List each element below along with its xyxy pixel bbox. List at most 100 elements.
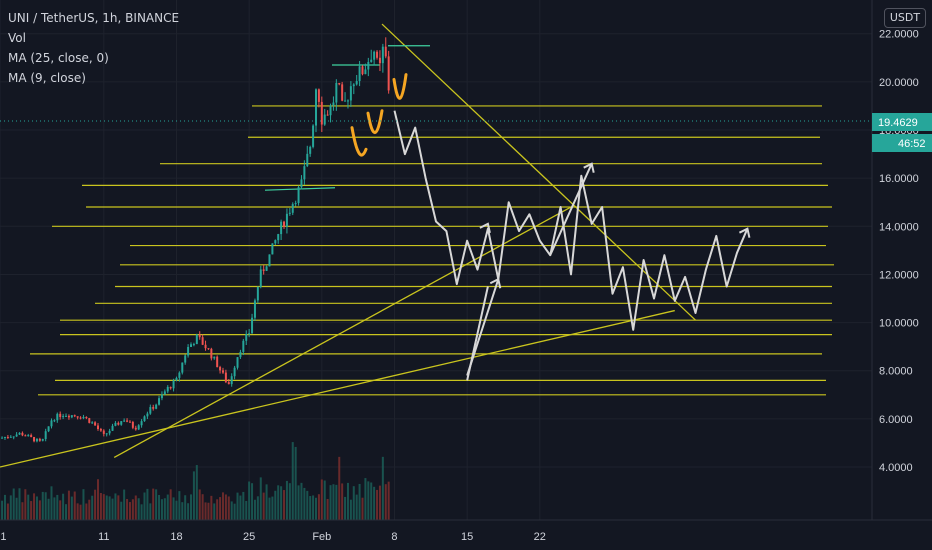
trendlines xyxy=(0,23,696,468)
arrow-head xyxy=(583,162,595,173)
volume-bar xyxy=(59,500,62,520)
volume-bar xyxy=(285,480,288,520)
volume-bar xyxy=(288,483,291,520)
volume-bar xyxy=(309,496,312,520)
volume-bar xyxy=(91,495,94,520)
volume-bar xyxy=(123,489,126,520)
candle-body xyxy=(76,416,79,418)
candle-body xyxy=(38,438,41,441)
y-tick-label: 8.0000 xyxy=(879,366,913,378)
volume-bar xyxy=(198,489,201,520)
candle-body xyxy=(248,333,251,335)
candle-body xyxy=(70,415,73,418)
candle-body xyxy=(221,370,224,373)
volume-bar xyxy=(245,500,248,520)
candle-body xyxy=(59,413,62,417)
candle-body xyxy=(268,254,271,267)
price-axis[interactable]: 4.0000 6.0000 8.0000 10.0000 12.0000 14.0000 1… xyxy=(871,0,932,550)
candle-body xyxy=(137,425,140,430)
volume-bar xyxy=(96,479,99,520)
candle-body xyxy=(335,82,338,103)
volume-bar xyxy=(62,493,65,520)
x-tick-label: 11 xyxy=(98,531,109,543)
x-tick-label: 25 xyxy=(243,531,255,543)
volume-bar xyxy=(163,498,166,520)
candle-body xyxy=(88,418,91,423)
volume-bar xyxy=(210,495,213,520)
volume-bar xyxy=(201,494,204,520)
ma9-indicator-label[interactable]: MA (9, close) xyxy=(8,71,86,85)
x-tick-label: 18 xyxy=(170,531,182,543)
candle-body xyxy=(192,344,195,346)
volume-bar xyxy=(166,494,169,520)
volume-indicator-label[interactable]: Vol xyxy=(8,31,26,45)
candle-body xyxy=(30,435,33,438)
volume-bar xyxy=(27,494,30,520)
volume-bar xyxy=(175,500,178,520)
volume-bar xyxy=(326,498,329,520)
volume-bar xyxy=(126,499,129,520)
volume-bar xyxy=(169,489,172,520)
volume-bar xyxy=(341,483,344,520)
candle-body xyxy=(251,317,254,334)
chart-legend: UNI / TetherUS, 1h, BINANCE Vol MA (25, … xyxy=(8,8,179,88)
candle-body xyxy=(367,61,370,70)
volume-bar xyxy=(384,484,387,520)
candle-body xyxy=(56,413,59,421)
cup-curve xyxy=(350,126,368,157)
volume-bar xyxy=(85,503,88,520)
volume-bar xyxy=(317,494,320,520)
candle-body xyxy=(53,420,56,422)
candle-body xyxy=(341,84,344,101)
time-axis[interactable]: 2021 11 18 25 Feb 8 15 22 xyxy=(0,519,932,543)
volume-bar xyxy=(108,496,111,520)
candle-body xyxy=(131,421,134,428)
y-tick-label: 6.0000 xyxy=(879,414,913,426)
countdown-tag: 46:52 xyxy=(872,134,932,152)
cup-curve xyxy=(392,73,408,100)
candle-body xyxy=(140,421,143,426)
candle-body xyxy=(224,372,227,383)
y-tick-label: 16.0000 xyxy=(879,173,919,185)
y-tick-label: 22.0000 xyxy=(879,29,919,41)
candle-body xyxy=(245,333,248,341)
candle-body xyxy=(370,59,373,62)
volume-bar xyxy=(349,499,352,520)
candle-body xyxy=(344,100,347,102)
volume-bar xyxy=(12,488,15,520)
candle-body xyxy=(216,356,219,368)
arrow-head xyxy=(738,227,751,238)
currency-button[interactable]: USDT xyxy=(884,8,926,28)
volume-bar xyxy=(137,498,140,520)
candle-body xyxy=(24,435,27,437)
candle-body xyxy=(18,432,21,435)
volume-bar xyxy=(70,496,73,520)
volume-bar xyxy=(274,490,277,520)
candle-body xyxy=(288,212,291,214)
candle-body xyxy=(33,437,36,442)
candle-body xyxy=(6,436,9,438)
candle-body xyxy=(346,100,349,102)
volume-bar xyxy=(239,495,242,520)
candle-body xyxy=(1,437,4,439)
candle-body xyxy=(314,89,317,126)
candle-body xyxy=(187,346,190,356)
candle-body xyxy=(352,84,355,87)
volume-bar xyxy=(53,497,56,520)
volume-bars xyxy=(1,442,390,520)
symbol-title[interactable]: UNI / TetherUS, 1h, BINANCE xyxy=(8,11,180,25)
candle-body xyxy=(256,286,259,301)
candle-body xyxy=(160,394,163,399)
volume-bar xyxy=(227,496,230,520)
ma25-indicator-label[interactable]: MA (25, close, 0) xyxy=(8,51,109,65)
volume-bar xyxy=(381,456,384,520)
volume-bar xyxy=(253,499,256,520)
candle-body xyxy=(280,221,283,235)
candle-body xyxy=(233,367,236,377)
volume-bar xyxy=(30,501,33,520)
projected-breakout-line xyxy=(549,163,593,256)
volume-bar xyxy=(50,486,53,520)
candle-body xyxy=(300,179,303,188)
volume-bar xyxy=(323,480,326,520)
